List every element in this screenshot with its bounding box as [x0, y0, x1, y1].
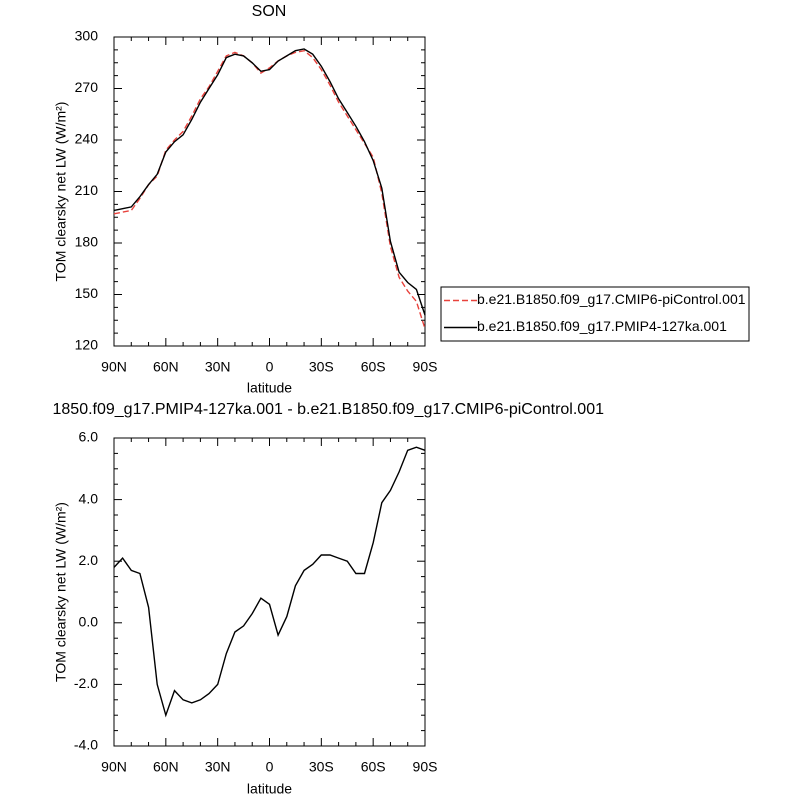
chart-title: SON: [252, 3, 287, 20]
y-tick-label: -4.0: [74, 737, 98, 753]
x-tick-label: 60N: [153, 759, 179, 775]
y-tick-label: -2.0: [74, 675, 98, 691]
y-tick-label: 2.0: [79, 552, 99, 568]
y-tick-label: 4.0: [79, 490, 99, 506]
y-tick-label: 210: [75, 182, 99, 198]
x-tick-label: 60N: [153, 359, 179, 375]
x-tick-label: 60S: [361, 759, 386, 775]
series-line: [113, 49, 426, 330]
x-axis-label: latitude: [247, 781, 292, 797]
y-tick-label: 6.0: [79, 429, 99, 445]
x-tick-label: 30N: [205, 759, 231, 775]
x-tick-label: 30N: [205, 359, 231, 375]
x-tick-label: 90S: [413, 359, 438, 375]
legend-label: b.e21.B1850.f09_g17.CMIP6-piControl.001: [477, 291, 746, 307]
x-axis-label: latitude: [247, 380, 292, 396]
y-axis-label: TOM clearsky net LW (W/m²): [53, 102, 69, 282]
y-tick-label: 120: [75, 337, 99, 353]
plot-frame: [113, 437, 426, 747]
x-tick-label: 0: [266, 359, 274, 375]
x-tick-label: 30S: [309, 759, 334, 775]
plot-frame: [113, 36, 426, 347]
y-tick-label: 240: [75, 131, 99, 147]
series-line: [113, 446, 426, 718]
y-tick-label: 0.0: [79, 614, 99, 630]
series-line: [113, 48, 426, 316]
y-tick-label: 270: [75, 79, 99, 95]
legend-label: b.e21.B1850.f09_g17.PMIP4-127ka.001: [477, 318, 727, 334]
x-tick-label: 60S: [361, 359, 386, 375]
y-tick-label: 150: [75, 285, 99, 301]
chart-title: 1850.f09_g17.PMIP4-127ka.001 - b.e21.B18…: [53, 401, 605, 418]
x-tick-label: 90N: [101, 759, 127, 775]
x-tick-label: 90S: [413, 759, 438, 775]
x-tick-label: 0: [266, 759, 274, 775]
y-axis-label: TOM clearsky net LW (W/m²): [53, 502, 69, 682]
legend-box: [440, 286, 750, 342]
y-tick-label: 300: [75, 28, 99, 44]
x-tick-label: 30S: [309, 359, 334, 375]
y-tick-label: 180: [75, 234, 99, 250]
x-tick-label: 90N: [101, 359, 127, 375]
